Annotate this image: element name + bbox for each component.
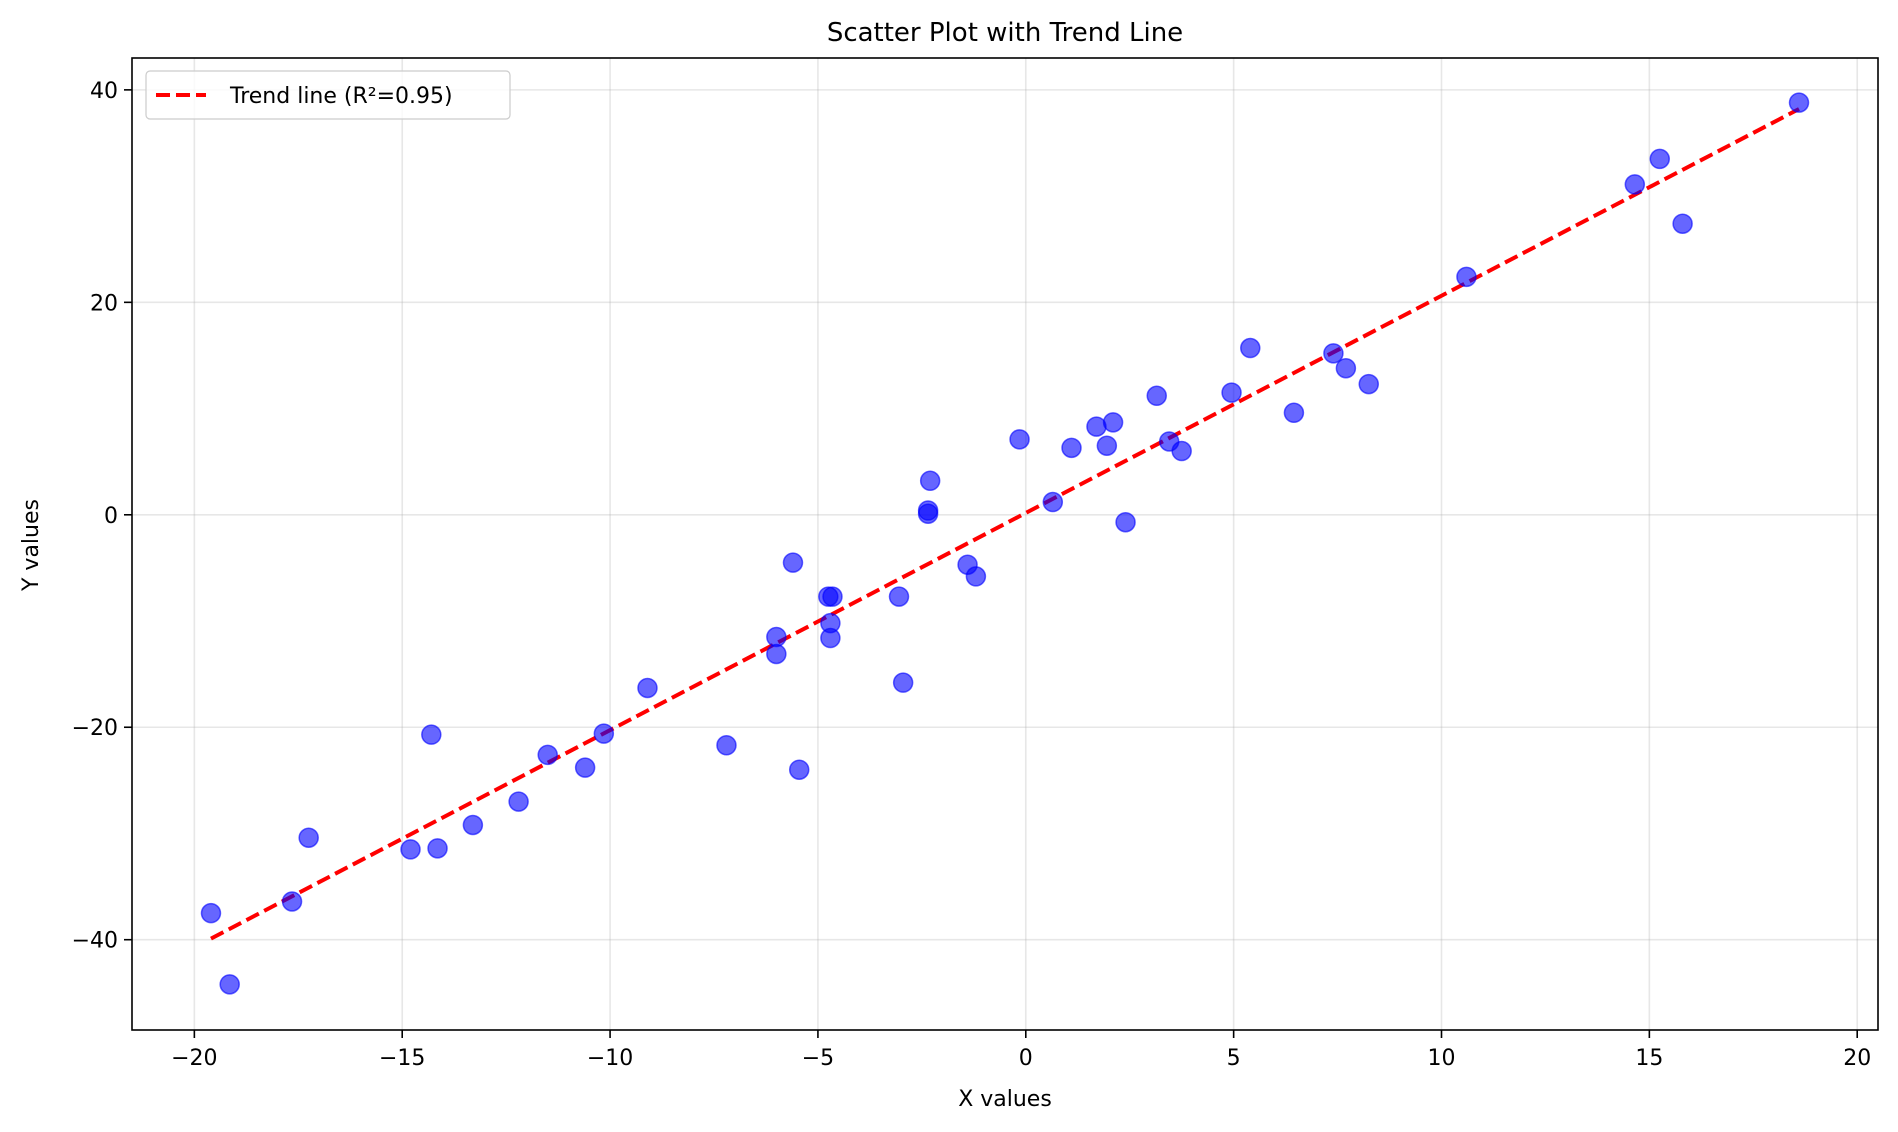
y-tick-label: −20 xyxy=(72,716,118,741)
data-point xyxy=(574,757,596,778)
data-point xyxy=(965,566,987,587)
data-point xyxy=(281,891,303,912)
data-point xyxy=(892,672,914,693)
chart-title: Scatter Plot with Trend Line xyxy=(827,18,1183,48)
x-tick-label: −10 xyxy=(587,1046,633,1071)
data-point xyxy=(1335,357,1357,379)
plot-frame xyxy=(131,57,1879,1031)
y-axis-ticks: −40 −20 0 20 40 xyxy=(72,79,132,954)
legend-trend-line-label: Trend line (R²=0.95) xyxy=(229,84,453,109)
data-point xyxy=(1171,440,1192,462)
x-tick-label: 5 xyxy=(1227,1046,1241,1071)
data-point xyxy=(298,827,319,848)
legend: Trend line (R²=0.95) xyxy=(145,70,511,120)
trend-line xyxy=(210,107,1800,941)
y-tick-label: 20 xyxy=(90,291,118,316)
data-point xyxy=(1096,435,1118,456)
data-point xyxy=(888,586,910,607)
y-tick-label: −40 xyxy=(72,929,118,954)
data-point xyxy=(462,814,484,836)
data-point xyxy=(637,677,658,699)
data-point xyxy=(508,791,529,812)
x-tick-label: −20 xyxy=(171,1046,217,1071)
data-point xyxy=(919,470,941,492)
data-point xyxy=(1115,511,1136,533)
data-point xyxy=(716,735,737,756)
data-point xyxy=(1221,382,1242,403)
grid xyxy=(132,58,1878,1030)
data-point xyxy=(219,974,240,995)
x-tick-label: 0 xyxy=(1019,1046,1033,1071)
data-point xyxy=(200,902,222,924)
data-point xyxy=(1283,402,1305,424)
data-point xyxy=(1240,337,1261,359)
data-point xyxy=(917,503,939,524)
x-tick-label: 20 xyxy=(1843,1046,1871,1071)
data-point xyxy=(1649,148,1670,170)
data-point xyxy=(782,552,804,573)
data-point xyxy=(1624,174,1646,195)
trend-line-layer xyxy=(210,107,1800,941)
data-point xyxy=(593,723,615,744)
data-point xyxy=(1042,491,1064,513)
y-axis-label: Y values xyxy=(19,499,44,592)
data-point xyxy=(1061,437,1082,459)
data-point xyxy=(1009,429,1030,450)
data-point xyxy=(427,838,448,859)
data-point xyxy=(537,744,558,766)
legend-box xyxy=(145,70,511,120)
data-point xyxy=(1456,266,1477,288)
data-point xyxy=(1102,412,1124,433)
y-tick-label: 0 xyxy=(104,504,118,529)
data-point xyxy=(766,643,787,665)
x-tick-label: 10 xyxy=(1428,1046,1456,1071)
y-tick-label: 40 xyxy=(90,79,118,104)
data-point xyxy=(421,724,442,745)
data-point xyxy=(820,627,841,649)
data-point xyxy=(788,759,810,780)
data-point xyxy=(1323,343,1344,364)
scatter-points xyxy=(200,92,1810,995)
data-point xyxy=(1672,213,1693,234)
data-point xyxy=(1358,373,1379,395)
data-point xyxy=(766,626,787,648)
data-point xyxy=(400,839,421,860)
x-tick-label: −15 xyxy=(379,1046,425,1071)
x-axis-label: X values xyxy=(958,1087,1052,1112)
data-point xyxy=(1146,385,1167,407)
x-axis-ticks: −20 −15 −10 −5 0 5 10 15 20 xyxy=(171,1030,1871,1071)
data-point xyxy=(822,586,843,607)
data-point xyxy=(1086,416,1107,437)
data-point xyxy=(1788,92,1810,113)
x-tick-label: −5 xyxy=(802,1046,834,1071)
x-tick-label: 15 xyxy=(1635,1046,1663,1071)
